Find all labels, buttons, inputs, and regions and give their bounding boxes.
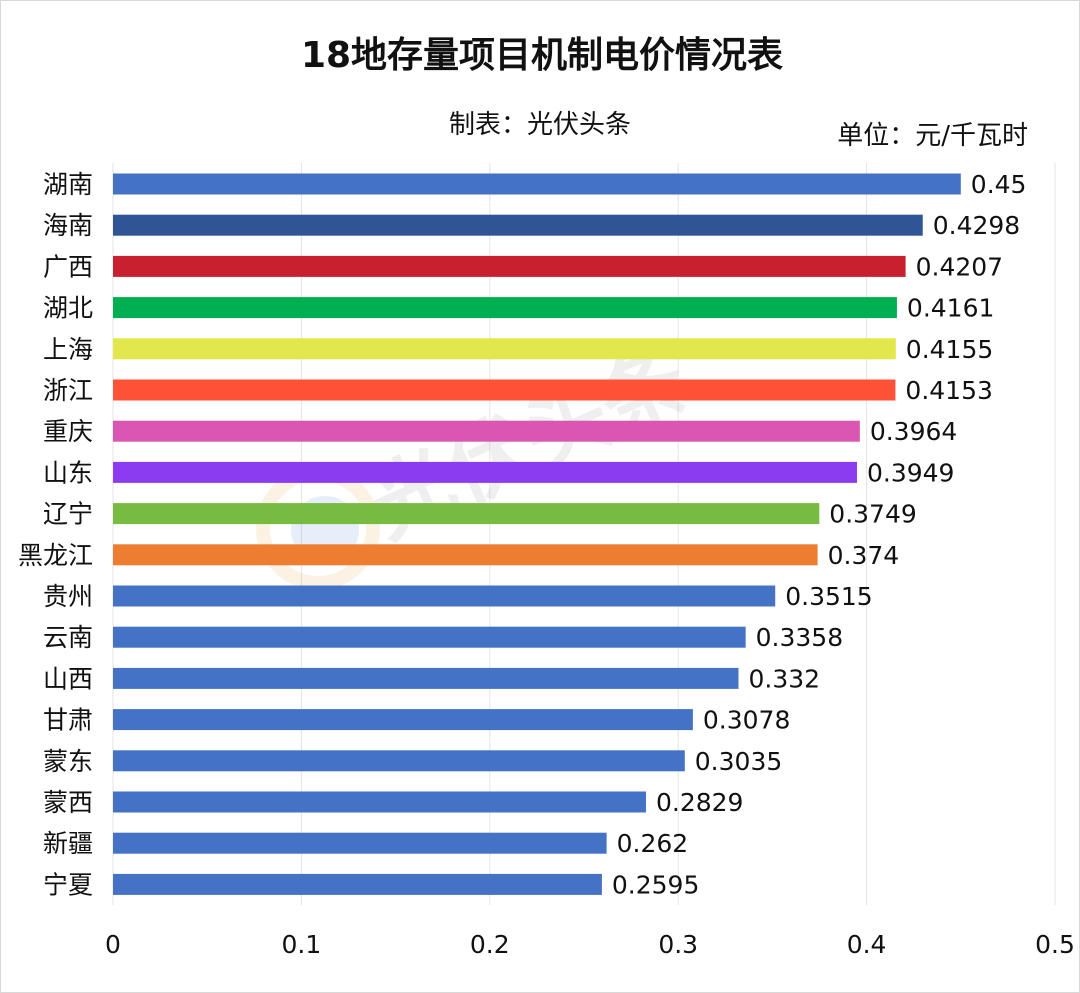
x-tick-label: 0.3 — [658, 930, 698, 959]
category-label: 海南 — [43, 211, 93, 240]
x-tick-label: 0 — [105, 930, 121, 959]
value-label: 0.374 — [828, 541, 900, 570]
bar — [113, 503, 820, 525]
category-label: 湖南 — [43, 170, 93, 199]
value-label: 0.3035 — [695, 747, 782, 776]
bar — [113, 873, 602, 895]
bar — [113, 338, 896, 360]
category-label: 新疆 — [43, 829, 93, 858]
value-label: 0.2829 — [656, 788, 743, 817]
bar — [113, 297, 897, 319]
bar — [113, 709, 693, 731]
gridlines — [112, 163, 1056, 905]
bar — [113, 544, 818, 566]
chart-subtitle: 制表：光伏头条 — [449, 110, 631, 140]
value-label: 0.3515 — [785, 582, 872, 611]
x-tick-label: 0.2 — [470, 930, 510, 959]
category-label: 重庆 — [43, 417, 93, 446]
x-tick-label: 0.1 — [282, 930, 322, 959]
category-label: 山东 — [43, 458, 93, 487]
value-label: 0.332 — [748, 664, 820, 693]
value-label: 0.3949 — [867, 458, 954, 487]
category-label: 湖北 — [43, 294, 93, 323]
bar — [113, 214, 923, 236]
unit-label: 单位：元/千瓦时 — [837, 121, 1028, 151]
value-label: 0.4155 — [906, 335, 993, 364]
value-label: 0.4298 — [933, 211, 1020, 240]
value-label: 0.3964 — [870, 417, 957, 446]
bar — [113, 750, 685, 772]
value-label: 0.4207 — [916, 252, 1003, 281]
value-label: 0.4161 — [907, 294, 994, 323]
value-label: 0.2595 — [612, 870, 699, 899]
x-tick-label: 0.5 — [1035, 930, 1075, 959]
category-label: 广西 — [43, 252, 93, 281]
value-label: 0.3749 — [829, 500, 916, 529]
bar — [113, 791, 646, 813]
bar — [113, 626, 746, 648]
category-label: 贵州 — [43, 582, 93, 611]
bar — [113, 461, 857, 483]
bar — [113, 379, 896, 401]
category-label: 甘肃 — [43, 706, 93, 735]
bar — [113, 255, 906, 277]
category-label: 黑龙江 — [18, 541, 93, 570]
x-tick-label: 0.4 — [847, 930, 887, 959]
value-label: 0.262 — [617, 829, 689, 858]
bar — [113, 420, 860, 442]
category-label: 浙江 — [43, 376, 93, 405]
category-label: 蒙东 — [43, 747, 93, 776]
chart-title: 18地存量项目机制电价情况表 — [301, 35, 783, 76]
category-label: 宁夏 — [43, 870, 93, 899]
bars — [113, 173, 961, 895]
bar — [113, 585, 776, 607]
category-label: 上海 — [43, 335, 93, 364]
x-axis-tick-labels: 0 0.1 0.2 0.3 0.4 0.5 — [105, 930, 1075, 959]
category-label: 蒙西 — [43, 788, 93, 817]
bar — [113, 173, 961, 195]
value-label: 0.4153 — [905, 376, 992, 405]
value-label: 0.3358 — [756, 623, 843, 652]
bar — [113, 832, 607, 854]
category-label: 云南 — [43, 623, 93, 652]
category-label: 辽宁 — [43, 500, 93, 529]
value-label: 0.3078 — [703, 706, 790, 735]
value-labels: 0.45 0.4298 0.4207 0.4161 0.4155 0.4153 0.3964… — [612, 170, 1027, 899]
category-label: 山西 — [43, 664, 93, 693]
bar — [113, 667, 739, 689]
value-label: 0.45 — [971, 170, 1027, 199]
